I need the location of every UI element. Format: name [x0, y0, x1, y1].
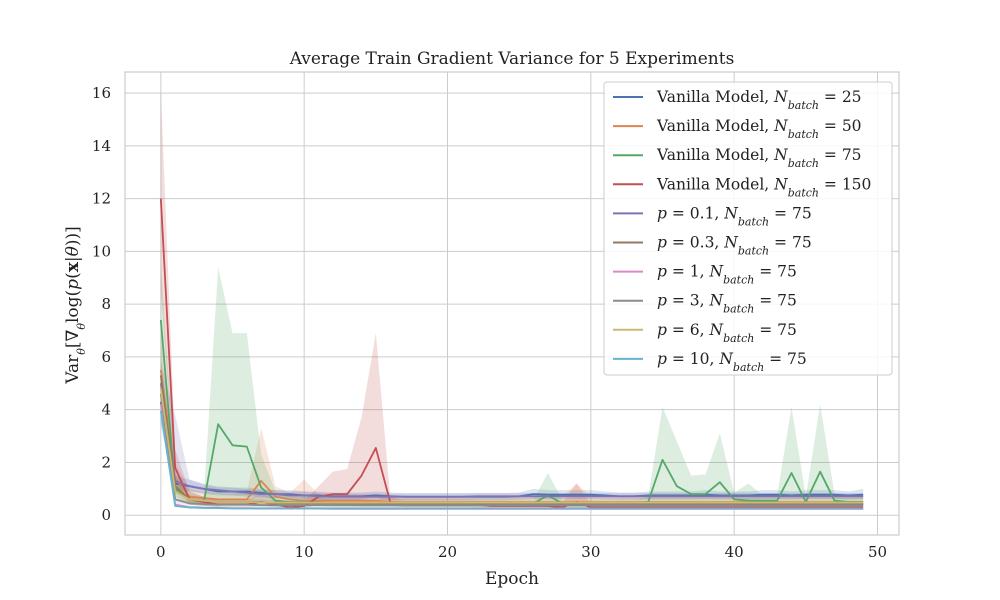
legend-entry: p = 3, Nbatch = 75 — [657, 292, 797, 316]
legend-entry: Vanilla Model, Nbatch = 25 — [656, 88, 862, 112]
legend-entry: Vanilla Model, Nbatch = 75 — [656, 146, 862, 170]
legend-entry: p = 1, Nbatch = 75 — [657, 263, 797, 287]
legend-entry: Vanilla Model, Nbatch = 50 — [656, 117, 862, 141]
series-line — [159, 393, 864, 507]
y-tick-label: 10 — [92, 242, 111, 260]
legend-box — [603, 81, 893, 376]
x-tick-label: 50 — [868, 543, 887, 561]
series-lines — [159, 198, 864, 510]
legend: Vanilla Model, Nbatch = 25 Vanilla Model,… — [603, 81, 893, 376]
legend-entry: Vanilla Model, Nbatch = 150 — [656, 175, 871, 199]
series-band — [160, 264, 864, 507]
legend-entry: p = 0.3, Nbatch = 75 — [657, 234, 812, 258]
y-tick-label: 8 — [101, 295, 111, 313]
confidence-bands — [160, 90, 864, 510]
legend-entry: p = 0.1, Nbatch = 75 — [657, 204, 812, 228]
y-tick-label: 14 — [92, 137, 111, 155]
chart-title: Average Train Gradient Variance for 5 Ex… — [289, 49, 735, 69]
x-tick-label: 0 — [156, 543, 166, 561]
series-line — [159, 388, 864, 504]
series-line — [159, 410, 864, 510]
y-tick-label: 6 — [101, 348, 111, 366]
x-tick-label: 40 — [725, 543, 744, 561]
plot-frame — [124, 71, 900, 536]
y-tick-label: 16 — [92, 84, 111, 102]
y-tick-label: 0 — [101, 506, 111, 524]
legend-entry: p = 10, Nbatch = 75 — [657, 350, 807, 374]
series-line — [159, 383, 864, 498]
y-axis-label: Varθ[∇θlog(p(x|θ))] — [63, 226, 88, 385]
y-tick-label: 4 — [101, 401, 111, 419]
legend-entry: p = 6, Nbatch = 75 — [657, 321, 797, 345]
x-tick-label: 10 — [295, 543, 314, 561]
x-axis-label: Epoch — [485, 569, 539, 589]
series-band — [160, 378, 864, 501]
x-tick-labels: 0 10 20 30 40 50 — [156, 543, 887, 561]
y-tick-label: 12 — [92, 190, 111, 208]
x-tick-label: 20 — [438, 543, 457, 561]
x-tick-label: 30 — [581, 543, 600, 561]
y-tick-labels: 0 2 4 6 8 10 12 14 16 — [92, 84, 111, 524]
y-tick-label: 2 — [101, 453, 111, 471]
